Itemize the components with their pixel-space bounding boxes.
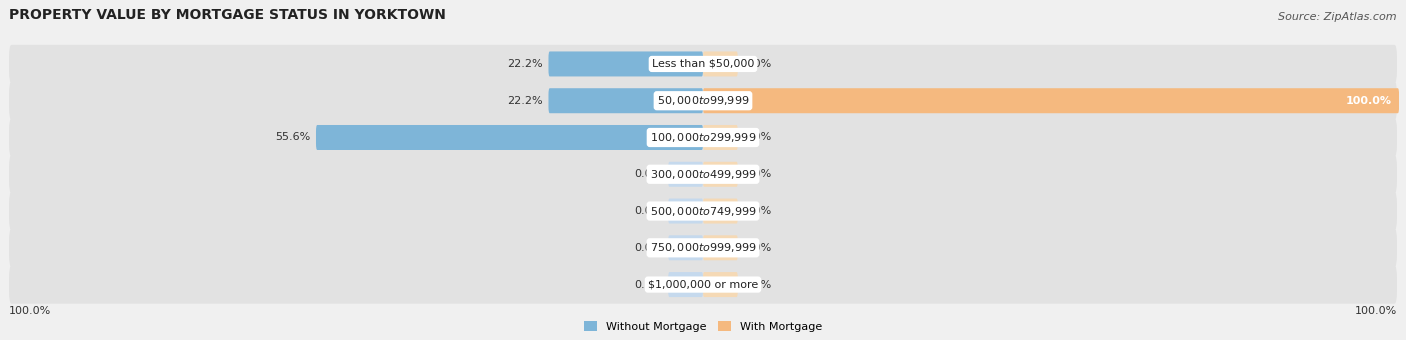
Text: $500,000 to $749,999: $500,000 to $749,999	[650, 205, 756, 218]
Text: 0.0%: 0.0%	[634, 206, 662, 216]
Text: $100,000 to $299,999: $100,000 to $299,999	[650, 131, 756, 144]
Text: 0.0%: 0.0%	[744, 243, 772, 253]
Text: 100.0%: 100.0%	[1355, 306, 1398, 316]
Text: 22.2%: 22.2%	[508, 96, 543, 106]
FancyBboxPatch shape	[703, 162, 738, 187]
Text: 0.0%: 0.0%	[634, 169, 662, 179]
FancyBboxPatch shape	[703, 199, 738, 223]
Text: $1,000,000 or more: $1,000,000 or more	[648, 279, 758, 290]
FancyBboxPatch shape	[668, 235, 703, 260]
Text: 0.0%: 0.0%	[744, 133, 772, 142]
FancyBboxPatch shape	[8, 155, 1398, 193]
Text: 0.0%: 0.0%	[744, 59, 772, 69]
FancyBboxPatch shape	[703, 125, 738, 150]
FancyBboxPatch shape	[668, 272, 703, 297]
FancyBboxPatch shape	[548, 51, 703, 76]
FancyBboxPatch shape	[8, 192, 1398, 230]
Text: $300,000 to $499,999: $300,000 to $499,999	[650, 168, 756, 181]
FancyBboxPatch shape	[703, 235, 738, 260]
FancyBboxPatch shape	[668, 162, 703, 187]
Text: 55.6%: 55.6%	[276, 133, 311, 142]
Legend: Without Mortgage, With Mortgage: Without Mortgage, With Mortgage	[579, 317, 827, 336]
Text: 22.2%: 22.2%	[508, 59, 543, 69]
Text: $750,000 to $999,999: $750,000 to $999,999	[650, 241, 756, 254]
Text: 100.0%: 100.0%	[1346, 96, 1392, 106]
Text: 0.0%: 0.0%	[634, 243, 662, 253]
FancyBboxPatch shape	[703, 51, 738, 76]
FancyBboxPatch shape	[8, 266, 1398, 304]
FancyBboxPatch shape	[8, 45, 1398, 83]
FancyBboxPatch shape	[703, 272, 738, 297]
Text: Less than $50,000: Less than $50,000	[652, 59, 754, 69]
Text: $50,000 to $99,999: $50,000 to $99,999	[657, 94, 749, 107]
Text: PROPERTY VALUE BY MORTGAGE STATUS IN YORKTOWN: PROPERTY VALUE BY MORTGAGE STATUS IN YOR…	[8, 8, 446, 22]
Text: 0.0%: 0.0%	[744, 169, 772, 179]
FancyBboxPatch shape	[8, 82, 1398, 120]
FancyBboxPatch shape	[8, 229, 1398, 267]
FancyBboxPatch shape	[316, 125, 703, 150]
FancyBboxPatch shape	[548, 88, 703, 113]
Text: 0.0%: 0.0%	[634, 279, 662, 290]
Text: 0.0%: 0.0%	[744, 206, 772, 216]
Text: Source: ZipAtlas.com: Source: ZipAtlas.com	[1278, 12, 1398, 22]
Text: 100.0%: 100.0%	[8, 306, 51, 316]
FancyBboxPatch shape	[668, 199, 703, 223]
Text: 0.0%: 0.0%	[744, 279, 772, 290]
FancyBboxPatch shape	[703, 88, 1399, 113]
FancyBboxPatch shape	[8, 118, 1398, 157]
